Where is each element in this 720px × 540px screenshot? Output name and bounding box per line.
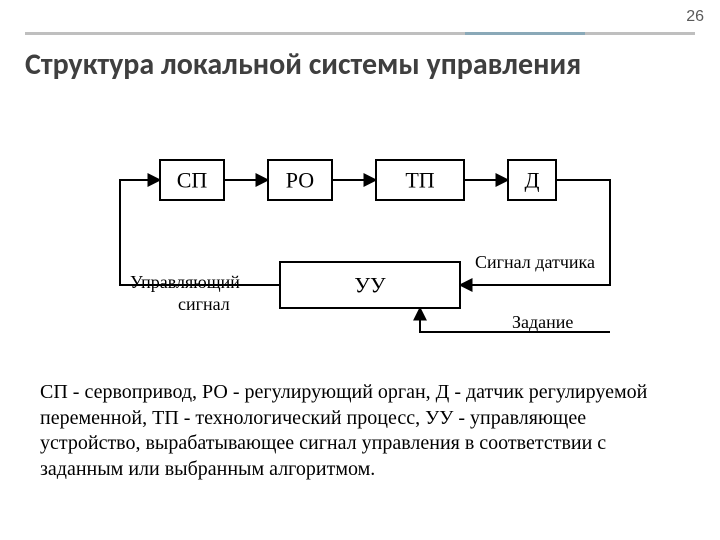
diagram-svg: СП РО ТП Д УУ Сигнал датчика Управляющийсигна…	[80, 150, 640, 350]
legend-text: СП - сервопривод, РО - регулирующий орга…	[40, 380, 680, 482]
node-label-tp: ТП	[405, 168, 434, 193]
node-label-sp: СП	[177, 168, 208, 193]
rule-seg-3	[585, 32, 695, 35]
node-label-ro: РО	[286, 168, 314, 193]
rule-seg-2	[465, 32, 585, 35]
page-number: 26	[686, 8, 704, 26]
node-label-d: Д	[524, 168, 539, 193]
diagram-label-0: Сигнал датчика	[475, 252, 595, 272]
node-label-uu: УУ	[354, 273, 386, 298]
diagram-label-2: сигнал	[178, 294, 230, 314]
page-title: Структура локальной системы управления	[25, 48, 581, 81]
rule-seg-1	[25, 32, 465, 35]
diagram-label-3: Задание	[512, 312, 573, 332]
diagram-label-1: Управляющий	[130, 272, 240, 292]
control-system-diagram: СП РО ТП Д УУ Сигнал датчика Управляющийсигна…	[80, 150, 640, 350]
